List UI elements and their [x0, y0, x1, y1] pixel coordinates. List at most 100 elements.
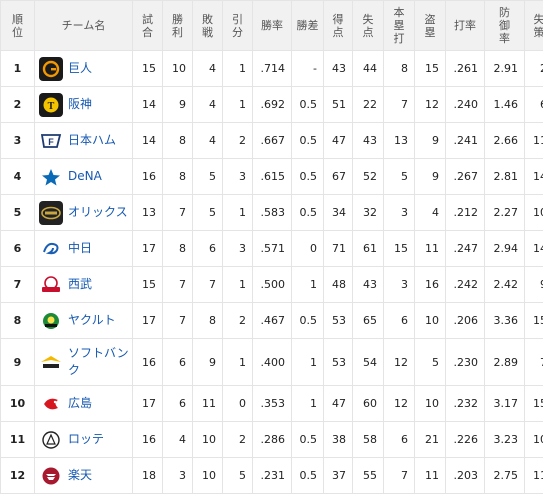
era-cell: 2.66	[484, 122, 525, 159]
team-link[interactable]: オリックス	[68, 205, 128, 219]
era-cell: 2.27	[484, 194, 525, 231]
team-link[interactable]: 中日	[68, 241, 93, 255]
pct-cell: .615	[252, 158, 292, 195]
draws-cell: 2	[222, 421, 253, 458]
batting-avg-cell: .247	[445, 230, 485, 267]
rank-cell: 12	[0, 457, 35, 494]
header-errors: 失策	[524, 0, 543, 51]
rank-cell: 9	[0, 338, 35, 386]
marines-logo-icon	[39, 427, 63, 452]
losses-cell: 5	[192, 158, 223, 195]
header-stolen-bases: 盗塁	[414, 0, 446, 51]
lions-logo-icon	[39, 272, 63, 297]
runs-allowed-cell: 43	[352, 266, 384, 303]
team-link[interactable]: 西武	[68, 277, 93, 291]
pct-cell: .583	[252, 194, 292, 231]
runs-allowed-cell: 32	[352, 194, 384, 231]
draws-cell: 1	[222, 194, 253, 231]
era-cell: 1.46	[484, 86, 525, 123]
runs-scored-cell: 53	[323, 302, 353, 339]
stolen-bases-cell: 9	[414, 158, 446, 195]
batting-avg-cell: .232	[445, 385, 485, 422]
batting-avg-cell: .242	[445, 266, 485, 303]
wins-cell: 8	[162, 158, 193, 195]
games-cell: 15	[132, 266, 163, 303]
team-link[interactable]: ヤクルト	[68, 313, 116, 327]
rank-cell: 4	[0, 158, 35, 195]
rank-cell: 11	[0, 421, 35, 458]
swallows-logo-icon	[39, 308, 63, 333]
buffaloes-logo-icon	[39, 200, 63, 225]
team-link[interactable]: ソフトバンク	[68, 346, 129, 377]
header-team: チーム名	[34, 0, 133, 51]
team-link[interactable]: 阪神	[68, 97, 93, 111]
stolen-bases-cell: 9	[414, 122, 446, 159]
pct-cell: .667	[252, 122, 292, 159]
losses-cell: 4	[192, 122, 223, 159]
stolen-bases-cell: 12	[414, 86, 446, 123]
runs-scored-cell: 37	[323, 457, 353, 494]
errors-cell: 6	[524, 86, 543, 123]
tigers-logo-icon: T	[39, 92, 63, 117]
errors-cell: 15	[524, 385, 543, 422]
runs-allowed-cell: 52	[352, 158, 384, 195]
pct-cell: .692	[252, 86, 292, 123]
rank-cell: 2	[0, 86, 35, 123]
header-losses: 敗戦	[192, 0, 223, 51]
baystars-logo-icon	[39, 164, 63, 189]
batting-avg-cell: .230	[445, 338, 485, 386]
runs-allowed-cell: 65	[352, 302, 384, 339]
stolen-bases-cell: 16	[414, 266, 446, 303]
home-runs-cell: 7	[383, 86, 415, 123]
runs-scored-cell: 71	[323, 230, 353, 267]
era-cell: 2.42	[484, 266, 525, 303]
wins-cell: 6	[162, 338, 193, 386]
era-cell: 3.17	[484, 385, 525, 422]
header-games: 試合	[132, 0, 163, 51]
batting-avg-cell: .261	[445, 50, 485, 87]
team-link[interactable]: DeNA	[68, 169, 102, 183]
losses-cell: 11	[192, 385, 223, 422]
games-cell: 18	[132, 457, 163, 494]
team-link[interactable]: 巨人	[68, 61, 93, 75]
pct-cell: .571	[252, 230, 292, 267]
draws-cell: 3	[222, 158, 253, 195]
team-cell: オリックス	[34, 194, 133, 231]
gb-cell: 0	[291, 230, 324, 267]
team-cell: ロッテ	[34, 421, 133, 458]
team-cell: ソフトバンク	[34, 338, 133, 386]
errors-cell: 7	[524, 338, 543, 386]
errors-cell: 11	[524, 122, 543, 159]
games-cell: 17	[132, 302, 163, 339]
era-cell: 2.91	[484, 50, 525, 87]
rank-cell: 1	[0, 50, 35, 87]
team-cell: 西武	[34, 266, 133, 303]
gb-cell: 0.5	[291, 302, 324, 339]
draws-cell: 2	[222, 122, 253, 159]
errors-cell: 14	[524, 230, 543, 267]
svg-text:F: F	[48, 137, 54, 147]
wins-cell: 7	[162, 302, 193, 339]
stolen-bases-cell: 5	[414, 338, 446, 386]
home-runs-cell: 5	[383, 158, 415, 195]
draws-cell: 3	[222, 230, 253, 267]
team-link[interactable]: 楽天	[68, 468, 93, 482]
team-cell: 中日	[34, 230, 133, 267]
pct-cell: .353	[252, 385, 292, 422]
batting-avg-cell: .241	[445, 122, 485, 159]
gb-cell: 1	[291, 266, 324, 303]
stolen-bases-cell: 11	[414, 230, 446, 267]
team-link[interactable]: 広島	[68, 396, 93, 410]
batting-avg-cell: .206	[445, 302, 485, 339]
team-link[interactable]: ロッテ	[68, 432, 105, 446]
draws-cell: 1	[222, 338, 253, 386]
era-cell: 2.94	[484, 230, 525, 267]
team-cell: F 日本ハム	[34, 122, 133, 159]
team-link[interactable]: 日本ハム	[68, 133, 117, 147]
errors-cell: 15	[524, 302, 543, 339]
losses-cell: 4	[192, 86, 223, 123]
